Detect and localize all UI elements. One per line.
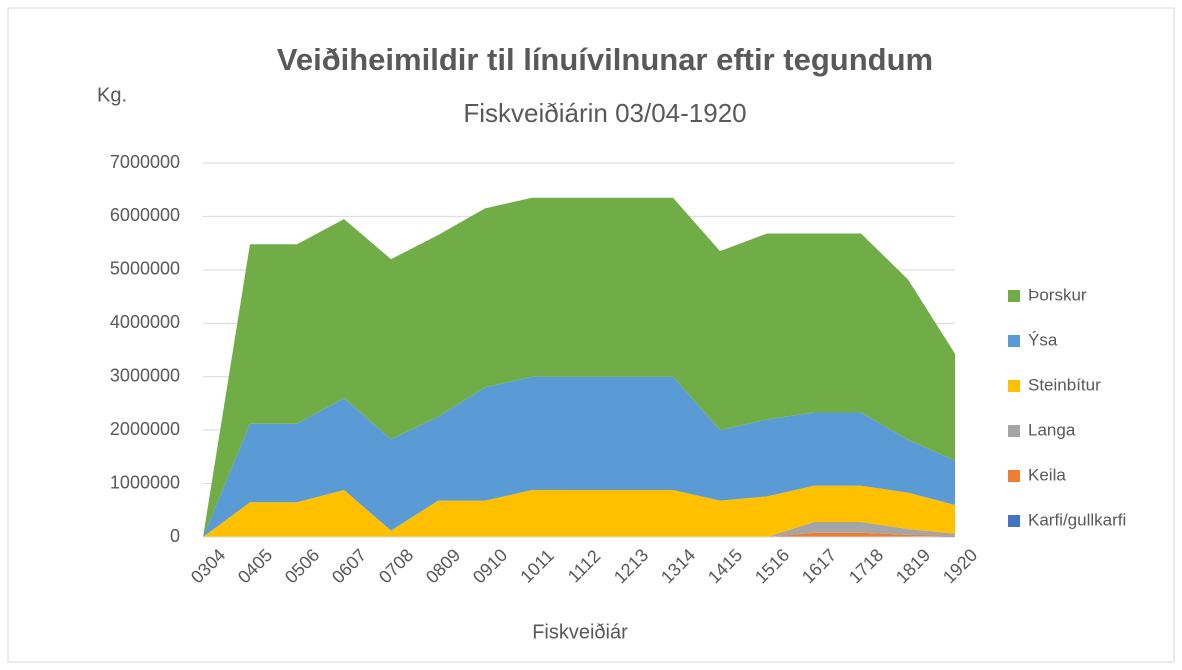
legend-label: Keila [1028,465,1066,484]
legend-label: Steinbítur [1028,375,1101,394]
area [203,532,955,537]
area [203,485,955,537]
legend-swatch [1008,515,1020,527]
y-tick-label: 6000000 [110,205,180,225]
y-tick-label: 5000000 [110,259,180,279]
legend-label: Þorskur [1028,285,1087,304]
y-axis-label: Kg. [97,84,127,106]
area [203,376,955,537]
legend-swatch [1008,470,1020,482]
y-tick-label: 2000000 [110,419,180,439]
legend-swatch [1008,425,1020,437]
legend-label: Karfi/gullkarfi [1028,510,1126,529]
legend-label: Ýsa [1028,330,1058,349]
y-tick-label: 0 [170,526,180,546]
y-tick-label: 4000000 [110,312,180,332]
legend-label: Langa [1028,420,1076,439]
legend-swatch [1008,380,1020,392]
legend-swatch [1008,290,1020,302]
legend-swatch [1008,335,1020,347]
chart-subtitle: Fiskveiðiárin 03/04-1920 [463,98,746,128]
x-axis-label: Fiskveiðiár [532,621,628,643]
area [203,522,955,537]
chart-title: Veiðiheimildir til línuívilnunar eftir t… [277,42,933,77]
y-tick-label: 1000000 [110,472,180,492]
area [203,197,955,537]
y-tick-label: 3000000 [110,365,180,385]
y-tick-label: 7000000 [110,152,180,172]
